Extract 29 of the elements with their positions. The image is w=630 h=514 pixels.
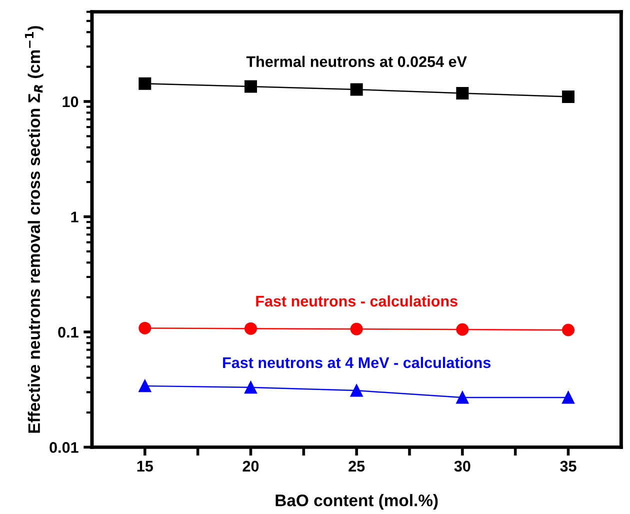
point <box>138 322 152 334</box>
x-tick-label: 15 <box>137 460 153 472</box>
point <box>138 77 152 90</box>
x-tick-label: 25 <box>348 460 365 472</box>
x-tick-label: 20 <box>242 460 259 472</box>
point <box>244 381 257 394</box>
series-label: Thermal neutrons at 0.0254 eV <box>246 56 467 68</box>
y-tick-label: 1 <box>71 212 78 222</box>
y-axis-title: Effective neutrons removal cross section Σ$_{R}$ (cm$^{−1}$) <box>25 26 44 433</box>
point <box>244 322 257 335</box>
y-tick-label: 0.01 <box>50 442 78 453</box>
y-tick-label: 0.1 <box>58 326 78 338</box>
point <box>456 323 469 336</box>
point <box>456 391 469 404</box>
x-axis-title: BaO content (mol.%) <box>276 494 438 510</box>
point <box>350 322 363 336</box>
point <box>350 384 363 397</box>
series-label: Fast neutrons at 4 MeV - calculations <box>223 356 491 368</box>
point <box>350 83 363 96</box>
point <box>562 391 575 404</box>
series-label: Fast neutrons - calculations <box>256 295 458 307</box>
x-tick-label: 30 <box>454 460 470 472</box>
point <box>562 324 575 336</box>
point <box>244 80 257 93</box>
x-tick-label: 35 <box>560 460 576 472</box>
point <box>138 380 152 392</box>
point <box>456 86 469 100</box>
y-tick-label: 10 <box>62 96 78 108</box>
point <box>562 90 575 103</box>
